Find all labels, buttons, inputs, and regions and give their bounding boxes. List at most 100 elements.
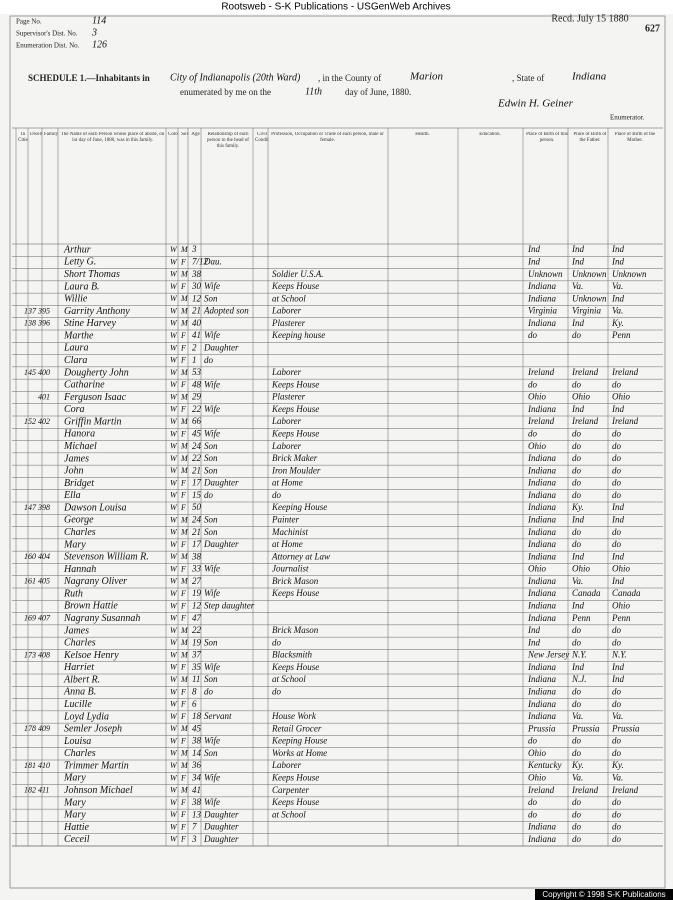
cell: Virginia — [572, 306, 601, 316]
cell: do — [528, 797, 538, 807]
cell: Daughter — [203, 478, 239, 488]
cell: Indiana — [527, 674, 556, 684]
cell: do — [612, 441, 622, 451]
cell: Retail Grocer — [271, 723, 322, 733]
cell: 181 — [24, 761, 36, 770]
cell: Catharine — [64, 380, 105, 391]
cell: 12 — [192, 293, 202, 303]
cell: W — [170, 822, 178, 831]
schedule-label: SCHEDULE 1.—Inhabitants in — [28, 73, 150, 83]
cell: 19 — [192, 588, 202, 598]
cell: M — [180, 749, 189, 758]
cell: Wife — [204, 662, 220, 672]
cell: Unknown — [528, 269, 563, 279]
cell: F — [180, 478, 186, 487]
cell: 24 — [192, 441, 202, 451]
cell: Wife — [204, 379, 220, 389]
cell: 8 — [192, 686, 197, 696]
cell: 48 — [192, 379, 202, 389]
cell: Mary — [63, 773, 86, 784]
cell: W — [170, 257, 178, 266]
cell: 396 — [37, 319, 50, 328]
cell: 137 — [24, 306, 37, 315]
column-header-box: Civil Condition. — [255, 132, 269, 143]
column-header-box: Dwelling — [30, 132, 42, 137]
cell: Letty G. — [63, 257, 96, 268]
cell: 30 — [191, 281, 202, 291]
cell: 11 — [192, 674, 200, 684]
column-header: Education. — [479, 132, 501, 137]
cell: W — [170, 724, 178, 733]
cell: New Jersey — [527, 650, 569, 660]
cell: Son — [204, 637, 218, 647]
cell: Iron Moulder — [271, 465, 321, 475]
cell: Son — [204, 293, 218, 303]
cell: do — [572, 490, 582, 500]
cell: do — [572, 527, 582, 537]
cell: Virginia — [528, 306, 557, 316]
cell: Garrity Anthony — [64, 306, 130, 317]
cell: Ireland — [611, 785, 639, 795]
column-header: Place of Birth of the Mother. — [614, 132, 656, 143]
cell: do — [612, 465, 622, 475]
cell: James — [64, 625, 89, 636]
cell: do — [612, 748, 622, 758]
cell: F — [180, 687, 186, 696]
cell: Canada — [612, 588, 641, 598]
cell: W — [170, 356, 178, 365]
cell: Unknown — [572, 293, 607, 303]
column-header-box: Health. — [415, 132, 430, 137]
cell: W — [170, 749, 178, 758]
cell: 36 — [191, 760, 202, 770]
cell: M — [180, 638, 189, 647]
cell: W — [170, 687, 178, 696]
column-header: Dwelling — [30, 132, 42, 137]
cell: Ferguson Isaac — [63, 392, 127, 403]
cell: Va. — [612, 711, 623, 721]
cell: 40 — [192, 318, 202, 328]
enumeration-day: 11th — [305, 86, 322, 97]
cell: John — [64, 466, 83, 477]
cell: 18 — [192, 711, 202, 721]
cell: 2 — [192, 342, 197, 352]
cell: W — [170, 638, 178, 647]
cell: 138 — [24, 319, 36, 328]
cell: Carpenter — [272, 785, 309, 795]
cell: Canada — [572, 588, 601, 598]
cell: F — [180, 343, 186, 352]
cell: Ind — [571, 662, 584, 672]
cell: Va. — [612, 772, 623, 782]
cell: do — [572, 822, 582, 832]
cell: 21 — [192, 527, 201, 537]
cell: 160 — [24, 552, 36, 561]
cell: Mary — [63, 810, 86, 821]
cell: Ohio — [528, 441, 547, 451]
cell: M — [180, 626, 189, 635]
cell: do — [204, 686, 214, 696]
cell: M — [180, 466, 189, 475]
cell: Charles — [64, 748, 96, 759]
cell: W — [170, 368, 178, 377]
cell: 12 — [192, 600, 202, 610]
cell: Indiana — [527, 551, 556, 561]
cell: 402 — [38, 417, 50, 426]
cell: 7/12 — [192, 256, 209, 266]
cell: Michael — [63, 441, 97, 452]
cell: F — [180, 810, 186, 819]
cell: Laborer — [271, 441, 302, 451]
cell: Ireland — [611, 416, 639, 426]
cell: Nagrany Susannah — [63, 613, 140, 624]
cell: M — [180, 417, 189, 426]
cell: Ind — [571, 318, 584, 328]
cell: Semler Joseph — [64, 724, 122, 735]
column-header: Color — [168, 132, 178, 137]
cell: 41 — [192, 785, 201, 795]
cell: W — [170, 294, 178, 303]
cell: Ohio — [572, 564, 591, 574]
cell: Keeps House — [271, 662, 319, 672]
cell: Ireland — [527, 416, 555, 426]
cell: Son — [204, 674, 218, 684]
cell: Kelsoe Henry — [63, 650, 119, 661]
cell: Wife — [204, 404, 220, 414]
cell: W — [170, 319, 178, 328]
